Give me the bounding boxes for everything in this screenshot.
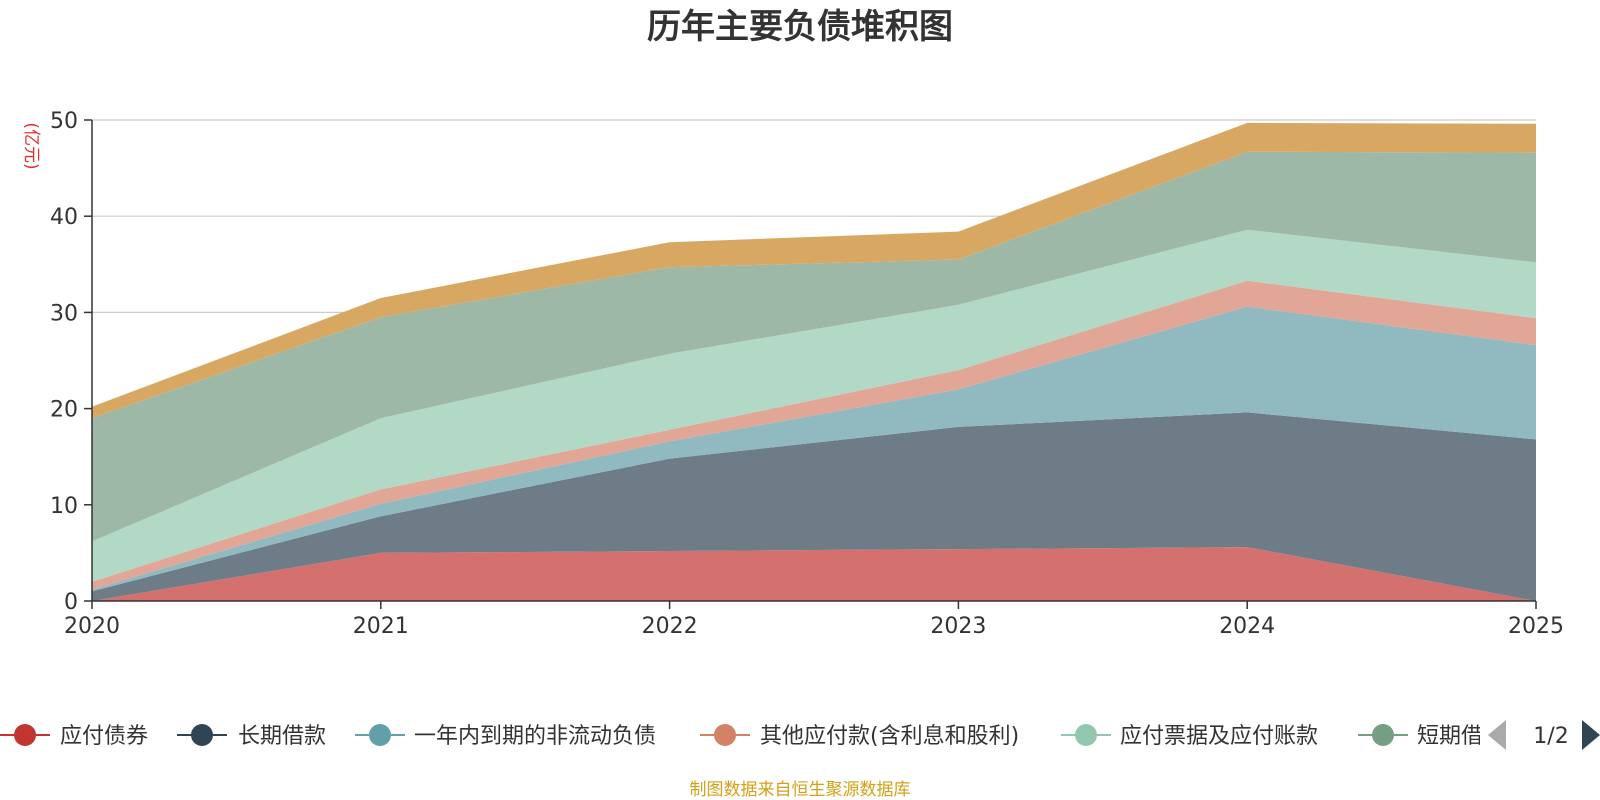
y-tick-label: 30 [50,301,78,326]
y-tick-label: 20 [50,398,78,423]
legend-marker-current-noncurrent [369,724,391,746]
area-series-4 [92,280,1536,590]
legend-label-short-term-loans: 短期借 [1417,724,1483,749]
legend-label-notes-payable: 应付票据及应付账款 [1120,724,1318,749]
legend-marker-notes-payable [1075,724,1097,746]
area-series-2 [92,412,1536,601]
legend-marker-bonds [14,724,36,746]
area-series-3 [92,306,1536,592]
legend-label-current-noncurrent: 一年内到期的非流动负债 [414,724,656,749]
chart-title: 历年主要负债堆积图 [647,7,953,47]
legend-item-short-term-loans[interactable]: 短期借 [1358,724,1483,749]
legend-prev-page-icon[interactable] [1488,720,1506,750]
legend-next-page-icon[interactable] [1582,720,1600,750]
x-tick-label: 2025 [1508,614,1564,639]
area-series [92,122,1536,601]
y-tick-label: 50 [50,109,78,134]
y-axis-ticks: 0 10 20 30 40 50 [50,109,92,615]
legend-label-long-term-loans: 长期借款 [238,724,326,749]
legend-label-bonds: 应付债券 [60,724,148,749]
axes [91,120,1536,602]
data-source-footer: 制图数据来自恒生聚源数据库 [690,780,911,800]
legend: 应付债券 长期借款 一年内到期的非流动负债 其他应付款(含利息和股利) 应付票据… [0,712,1600,758]
legend-item-other-payables[interactable]: 其他应付款(含利息和股利) [700,724,1019,749]
area-series-1 [92,547,1536,601]
legend-item-notes-payable[interactable]: 应付票据及应付账款 [1061,724,1318,749]
x-tick-label: 2023 [930,614,986,639]
legend-page-indicator: 1/2 [1533,724,1568,749]
y-tick-label: 40 [50,205,78,230]
legend-item-current-noncurrent[interactable]: 一年内到期的非流动负债 [355,724,656,749]
legend-marker-long-term-loans [191,724,213,746]
area-series-6 [92,151,1536,542]
x-tick-label: 2020 [64,614,120,639]
legend-item-long-term-loans[interactable]: 长期借款 [177,724,326,749]
legend-marker-short-term-loans [1372,724,1394,746]
legend-label-other-payables: 其他应付款(含利息和股利) [760,724,1019,749]
legend-item-bonds[interactable]: 应付债券 [0,724,148,749]
y-tick-label: 10 [50,494,78,519]
x-tick-label: 2021 [353,614,409,639]
x-tick-label: 2024 [1219,614,1275,639]
y-tick-label: 0 [64,590,78,615]
x-tick-label: 2022 [642,614,698,639]
area-series-5 [92,229,1536,582]
x-axis-ticks: 2020 2021 2022 2023 2024 2025 [64,601,1564,639]
y-axis-label: (亿元) [21,122,41,169]
legend-marker-other-payables [714,724,736,746]
